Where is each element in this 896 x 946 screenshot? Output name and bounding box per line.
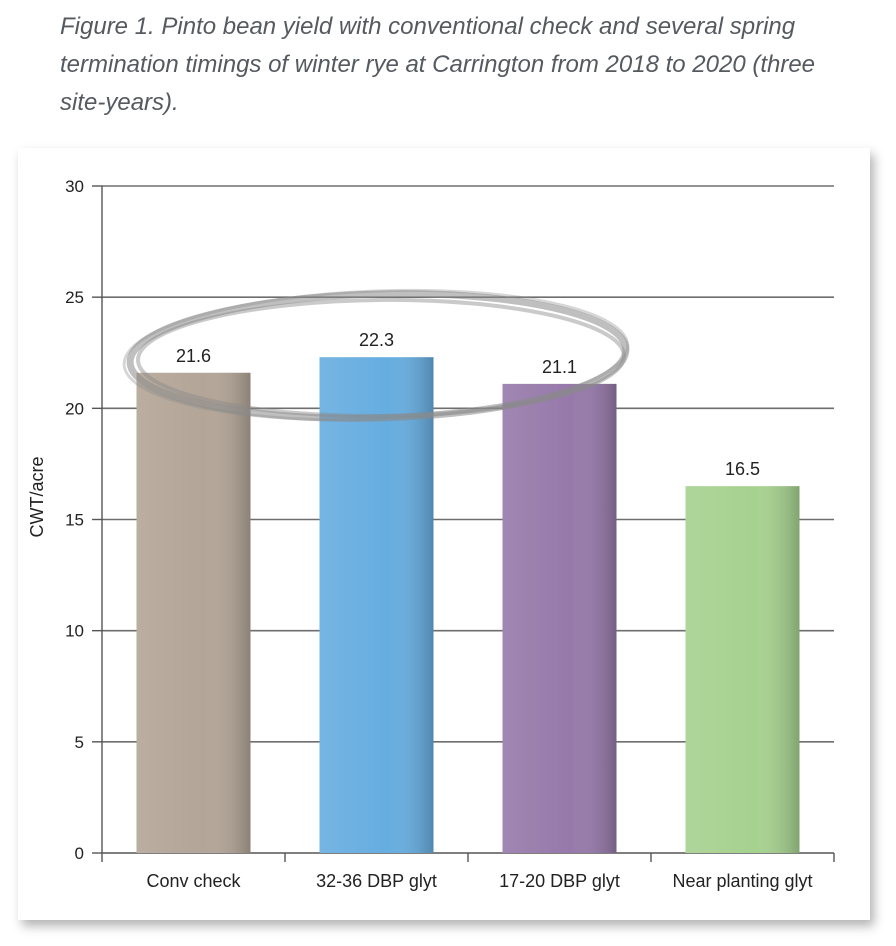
annotation-stroke [122,288,630,422]
annotation-stroke [126,290,630,422]
y-tick-label: 5 [75,733,84,752]
labels: 0 5 10 15 20 25 30 21.6 Conv check 22.3 32-36 DBP … [65,177,812,891]
bars [136,357,800,853]
bar-shading [319,357,434,853]
data-label: 21.6 [176,346,211,366]
y-tick-label: 30 [65,177,84,196]
data-label: 22.3 [359,330,394,350]
category-label: Near planting glyt [672,871,812,891]
y-axis-label: CWT/acre [27,457,47,538]
y-tick-label: 25 [65,288,84,307]
bar-shading [502,383,617,853]
annotation-stroke [136,297,627,419]
category-label: 17-20 DBP glyt [499,871,620,891]
figure-caption: Figure 1. Pinto bean yield with conventi… [60,13,816,116]
annotation-ellipse [122,288,630,422]
y-tick-label: 10 [65,622,84,641]
y-tick-label: 0 [75,844,84,863]
data-label: 16.5 [725,459,760,479]
category-label: Conv check [146,871,241,891]
y-tick-label: 20 [65,399,84,418]
category-label: 32-36 DBP glyt [316,871,437,891]
data-label: 21.1 [542,357,577,377]
bar-shading [685,486,800,853]
y-tick-label: 15 [65,511,84,530]
bar-shading [136,372,251,853]
